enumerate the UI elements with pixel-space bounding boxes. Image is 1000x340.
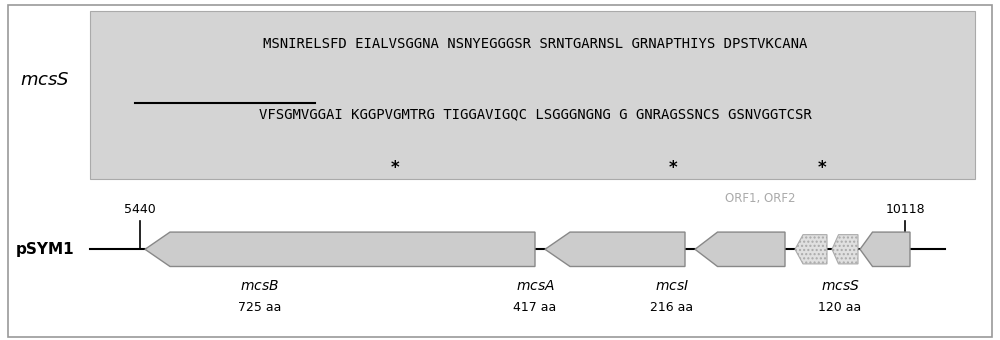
- Text: 120 aa: 120 aa: [818, 301, 862, 314]
- Text: VFSGMVGGAI KGGPVGMTRG TIGGAVIGQC LSGGGNGNG G GNRAGSSNCS GSNVGGTCSR: VFSGMVGGAI KGGPVGMTRG TIGGAVIGQC LSGGGNG…: [259, 107, 811, 121]
- Text: $\mathit{mcsI}$: $\mathit{mcsI}$: [655, 279, 689, 293]
- Text: *: *: [669, 158, 677, 176]
- Text: *: *: [818, 158, 826, 176]
- Polygon shape: [832, 235, 858, 264]
- Text: $\mathit{mcsB}$: $\mathit{mcsB}$: [240, 279, 280, 293]
- FancyBboxPatch shape: [90, 12, 975, 179]
- Polygon shape: [545, 232, 685, 267]
- Text: 216 aa: 216 aa: [650, 301, 694, 314]
- Text: $\mathit{mcsA}$: $\mathit{mcsA}$: [516, 279, 554, 293]
- Polygon shape: [860, 232, 910, 267]
- Polygon shape: [145, 232, 535, 267]
- Text: $\mathit{mcsS}$: $\mathit{mcsS}$: [20, 71, 70, 89]
- Text: 417 aa: 417 aa: [513, 301, 557, 314]
- Text: ORF1, ORF2: ORF1, ORF2: [725, 192, 795, 205]
- Text: 725 aa: 725 aa: [238, 301, 282, 314]
- Text: 10118: 10118: [885, 203, 925, 217]
- Text: $\mathit{mcsS}$: $\mathit{mcsS}$: [821, 279, 859, 293]
- Text: pSYM1: pSYM1: [16, 242, 74, 257]
- Polygon shape: [695, 232, 785, 267]
- Text: MSNIRELSFD EIALVSGGNA NSNYEGGGSR SRNTGARNSL GRNAPTHIYS DPSTVKCANA: MSNIRELSFD EIALVSGGNA NSNYEGGGSR SRNTGAR…: [263, 37, 807, 51]
- Text: *: *: [391, 158, 399, 176]
- Text: 5440: 5440: [124, 203, 156, 217]
- Polygon shape: [795, 235, 827, 264]
